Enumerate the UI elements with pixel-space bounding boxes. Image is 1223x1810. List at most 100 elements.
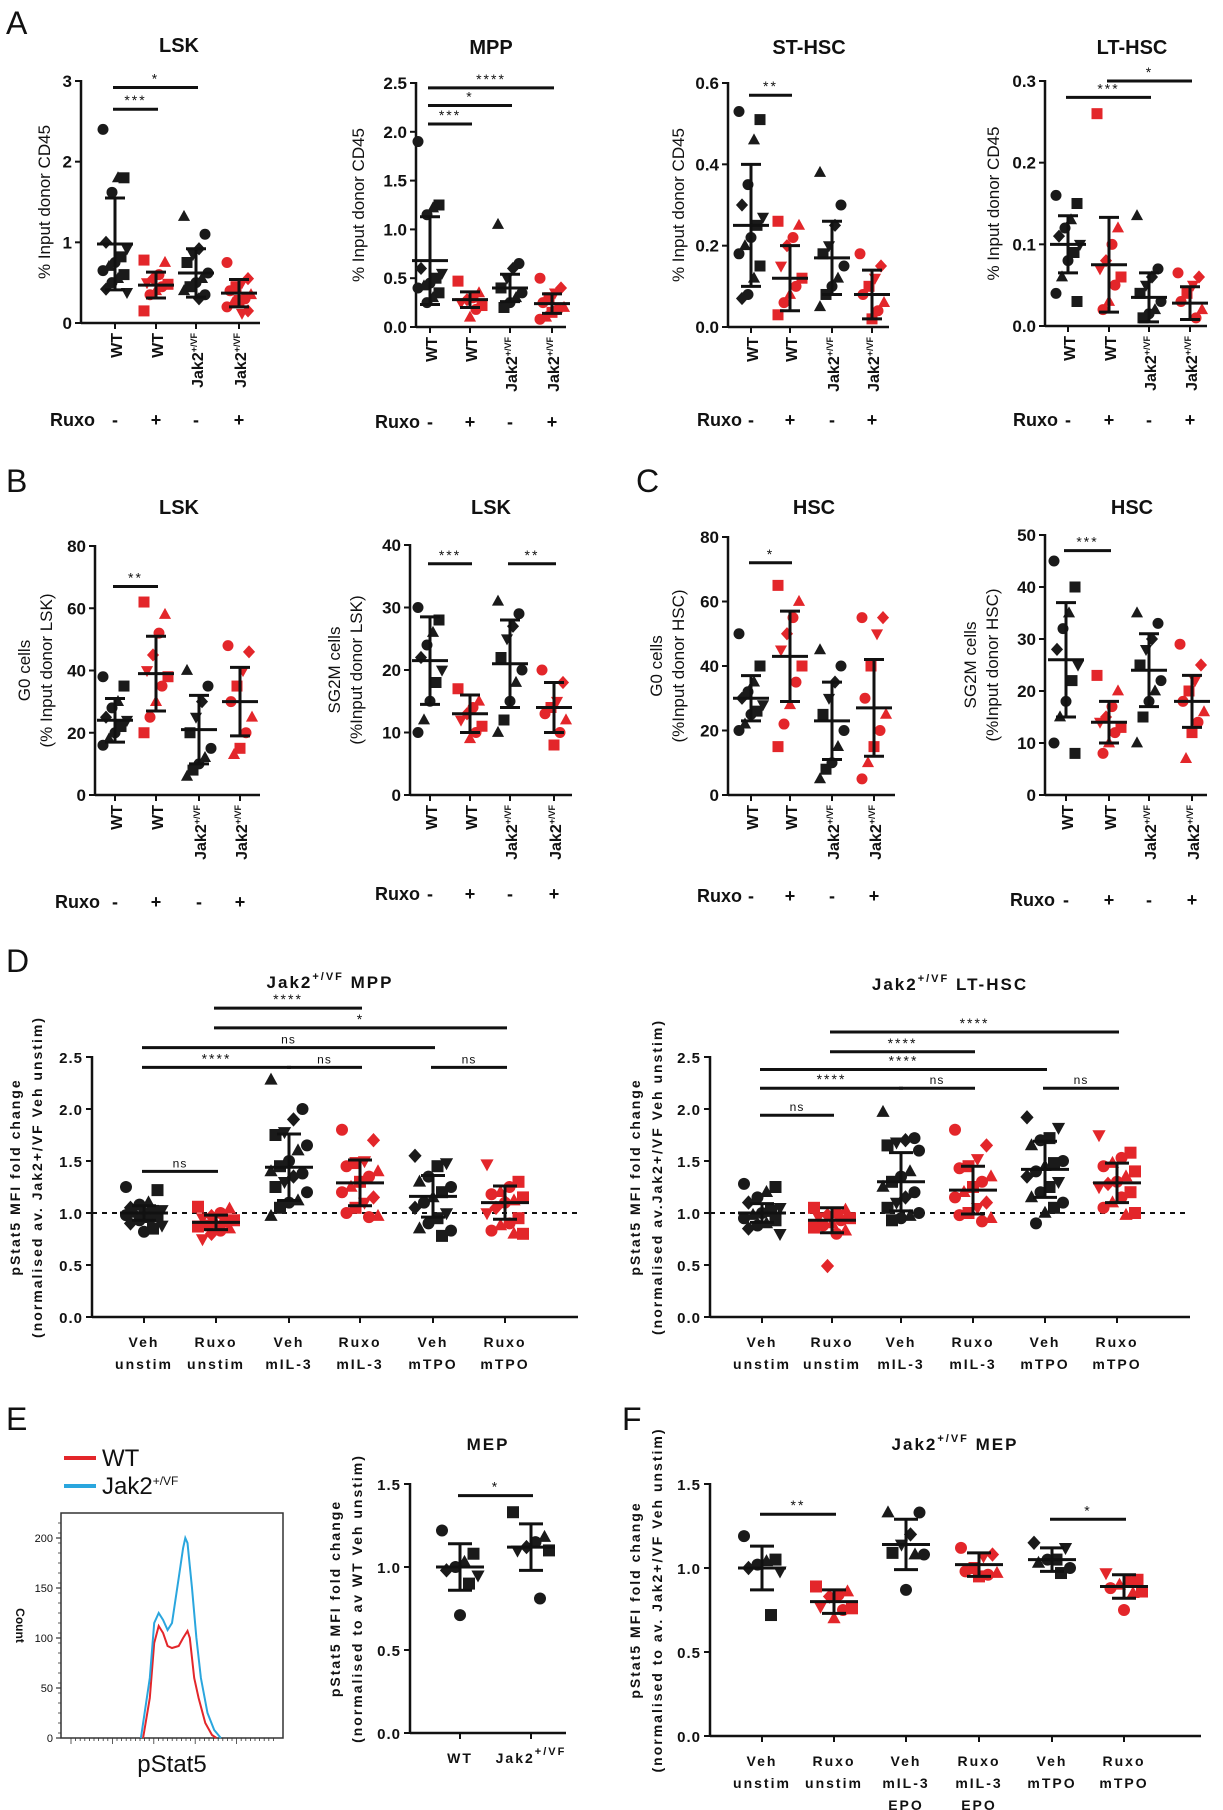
- data-point: [903, 1164, 917, 1177]
- x-tick-label-sup: +/VF: [233, 805, 243, 825]
- data-point: [485, 1224, 498, 1237]
- data-point: [418, 1196, 430, 1209]
- data-point: [221, 301, 233, 313]
- data-point: [509, 675, 523, 687]
- y-tick-label: 50: [1017, 526, 1036, 545]
- data-point: [269, 1181, 282, 1193]
- data-point: [454, 1609, 466, 1622]
- data-point: [913, 1506, 926, 1519]
- y-tick-label: 0.0: [677, 1729, 701, 1746]
- data-point: [1192, 716, 1204, 728]
- data-point: [813, 643, 827, 655]
- data-point: [430, 677, 442, 688]
- x-tick-label: WT: [1062, 336, 1079, 361]
- data-point: [979, 1195, 994, 1210]
- data-point: [1071, 296, 1083, 307]
- y-axis-label: pStat5 MFI fold change: [7, 1078, 23, 1275]
- significance-label: ****: [889, 1052, 919, 1068]
- data-point: [192, 1200, 204, 1213]
- y-axis-label: (%Input donor HSC): [983, 588, 1002, 741]
- x-tick-label: Veh: [886, 1334, 917, 1350]
- data-point: [780, 627, 794, 641]
- data-point: [1111, 684, 1125, 696]
- significance-label: ***: [1076, 534, 1098, 550]
- x-tick-label: WT: [1103, 805, 1120, 830]
- group: [264, 1072, 313, 1221]
- data-point: [1174, 638, 1186, 650]
- data-point: [187, 764, 199, 776]
- data-point: [1048, 737, 1060, 749]
- data-point: [1118, 1604, 1130, 1616]
- x-tick-label-main: WT: [464, 805, 481, 830]
- data-point: [738, 1177, 750, 1190]
- ruxo-value: -: [1146, 410, 1152, 430]
- y-tick-label: 0: [1027, 786, 1036, 805]
- data-point: [787, 232, 799, 244]
- y-tick-label: 20: [1017, 682, 1036, 701]
- data-point: [1051, 1177, 1066, 1189]
- chart-c-hsc-sg2m: HSC 0 10 20 30 40 50 SG2M cells (%Input donor HS…: [961, 497, 1211, 910]
- data-point: [1024, 1138, 1039, 1151]
- x-tick-label: mIL-3: [949, 1356, 996, 1372]
- x-tick-label: Ruxo: [484, 1334, 527, 1350]
- data-point: [408, 1148, 422, 1163]
- data-point: [231, 680, 243, 692]
- x-tick-label: unstim: [803, 1356, 861, 1372]
- group: [810, 1580, 858, 1624]
- data-point: [512, 1212, 525, 1225]
- data-point: [1111, 221, 1125, 233]
- data-point: [856, 773, 868, 785]
- x-tick-label-main: WT: [784, 805, 801, 830]
- data-point: [439, 1208, 454, 1221]
- data-point: [536, 664, 548, 676]
- x-tick-label: Jak2+/VF: [189, 333, 207, 388]
- data-point: [813, 165, 827, 177]
- y-tick-label: 0.1: [1012, 235, 1036, 254]
- group: [1099, 1568, 1148, 1616]
- data-point: [269, 1129, 282, 1141]
- data-point: [1124, 1186, 1137, 1199]
- x-tick-label: mTPO: [1099, 1775, 1148, 1791]
- ruxo-label: Ruxo: [55, 892, 100, 912]
- data-point: [796, 660, 808, 672]
- y-tick-label: 2.0: [677, 1102, 701, 1119]
- x-tick-label: WT: [109, 333, 126, 358]
- group: [480, 1159, 529, 1240]
- x-tick-label: Jak2+/VF: [503, 805, 521, 860]
- y-tick-label: 150: [35, 1583, 53, 1595]
- data-point: [97, 265, 109, 277]
- x-tick-label-main: WT: [1103, 336, 1120, 361]
- chart-title: MPP: [469, 37, 512, 59]
- data-point: [1051, 1122, 1066, 1135]
- significance-label: ***: [124, 92, 146, 108]
- data-point: [115, 251, 127, 263]
- data-point: [1172, 267, 1184, 279]
- chart-title-main: MPP: [469, 37, 512, 59]
- data-point: [778, 297, 790, 309]
- ruxo-label: Ruxo: [375, 412, 420, 432]
- data-point: [264, 1164, 278, 1177]
- data-point: [908, 1547, 922, 1560]
- histogram-line-wt: [142, 1623, 217, 1739]
- data-point: [498, 714, 510, 726]
- data-point: [1130, 736, 1144, 748]
- data-point: [859, 692, 871, 704]
- group: [1172, 267, 1209, 324]
- ruxo-value: -: [1146, 890, 1152, 910]
- data-point: [417, 713, 431, 725]
- data-point: [476, 720, 488, 732]
- x-tick-label: mTPO: [1027, 1775, 1076, 1791]
- data-point: [856, 612, 868, 624]
- panel-letter-e: E: [6, 1401, 27, 1437]
- x-tick-label-sup: +/VF: [189, 333, 199, 353]
- x-tick-label-main: Jak2: [866, 356, 883, 392]
- y-axis-label: (%Input donor HSC): [669, 589, 688, 742]
- chart-a-st-hsc: ST-HSC 0.0 0.2 0.4 0.6 % Input donor CD45 WT - W…: [669, 37, 891, 430]
- chart-title-main: Jak2: [892, 1435, 938, 1454]
- data-point: [264, 1072, 278, 1085]
- group: [854, 248, 891, 325]
- data-point: [291, 1143, 305, 1156]
- data-point: [874, 725, 886, 736]
- significance-label: ****: [888, 1035, 918, 1051]
- x-tick-label-sup: +/VF: [545, 337, 555, 357]
